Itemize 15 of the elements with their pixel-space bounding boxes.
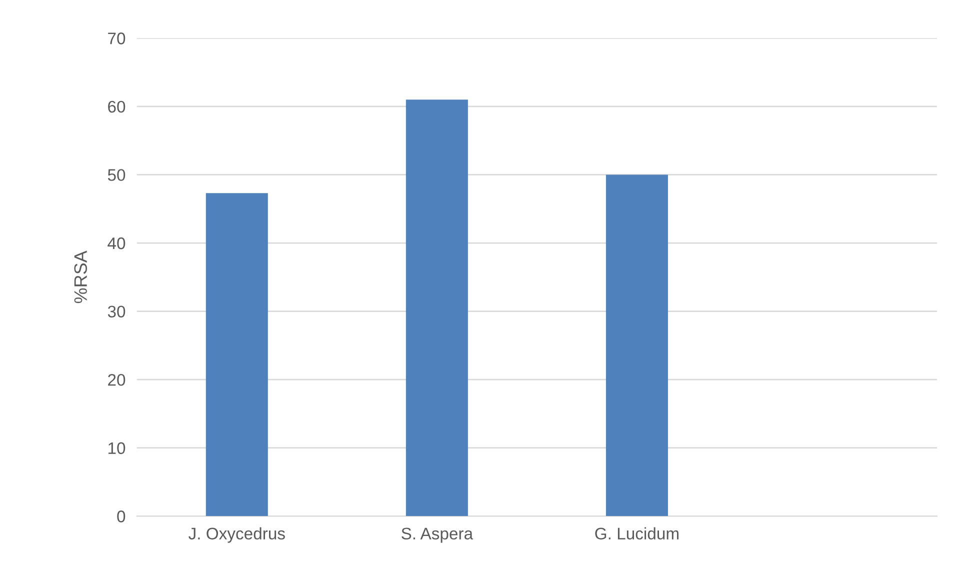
- x-tick-label: J. Oxycedrus: [188, 527, 285, 543]
- y-tick-label: 10: [108, 442, 126, 454]
- bar: [206, 193, 268, 516]
- y-tick-label: 60: [108, 100, 126, 113]
- y-tick-label: 20: [108, 374, 126, 386]
- x-tick-label: G. Lucidum: [595, 527, 678, 540]
- y-tick-label: 0: [117, 510, 126, 522]
- y-axis-title: %RSA: [74, 250, 88, 304]
- bar: [606, 174, 668, 516]
- y-tick-label: 70: [108, 32, 126, 44]
- y-tick-label: 50: [108, 169, 126, 181]
- y-tick-label: 30: [108, 306, 126, 318]
- y-tick-label: 40: [108, 237, 126, 250]
- x-tick-label: S. Aspera: [402, 528, 474, 543]
- bar: [406, 100, 468, 516]
